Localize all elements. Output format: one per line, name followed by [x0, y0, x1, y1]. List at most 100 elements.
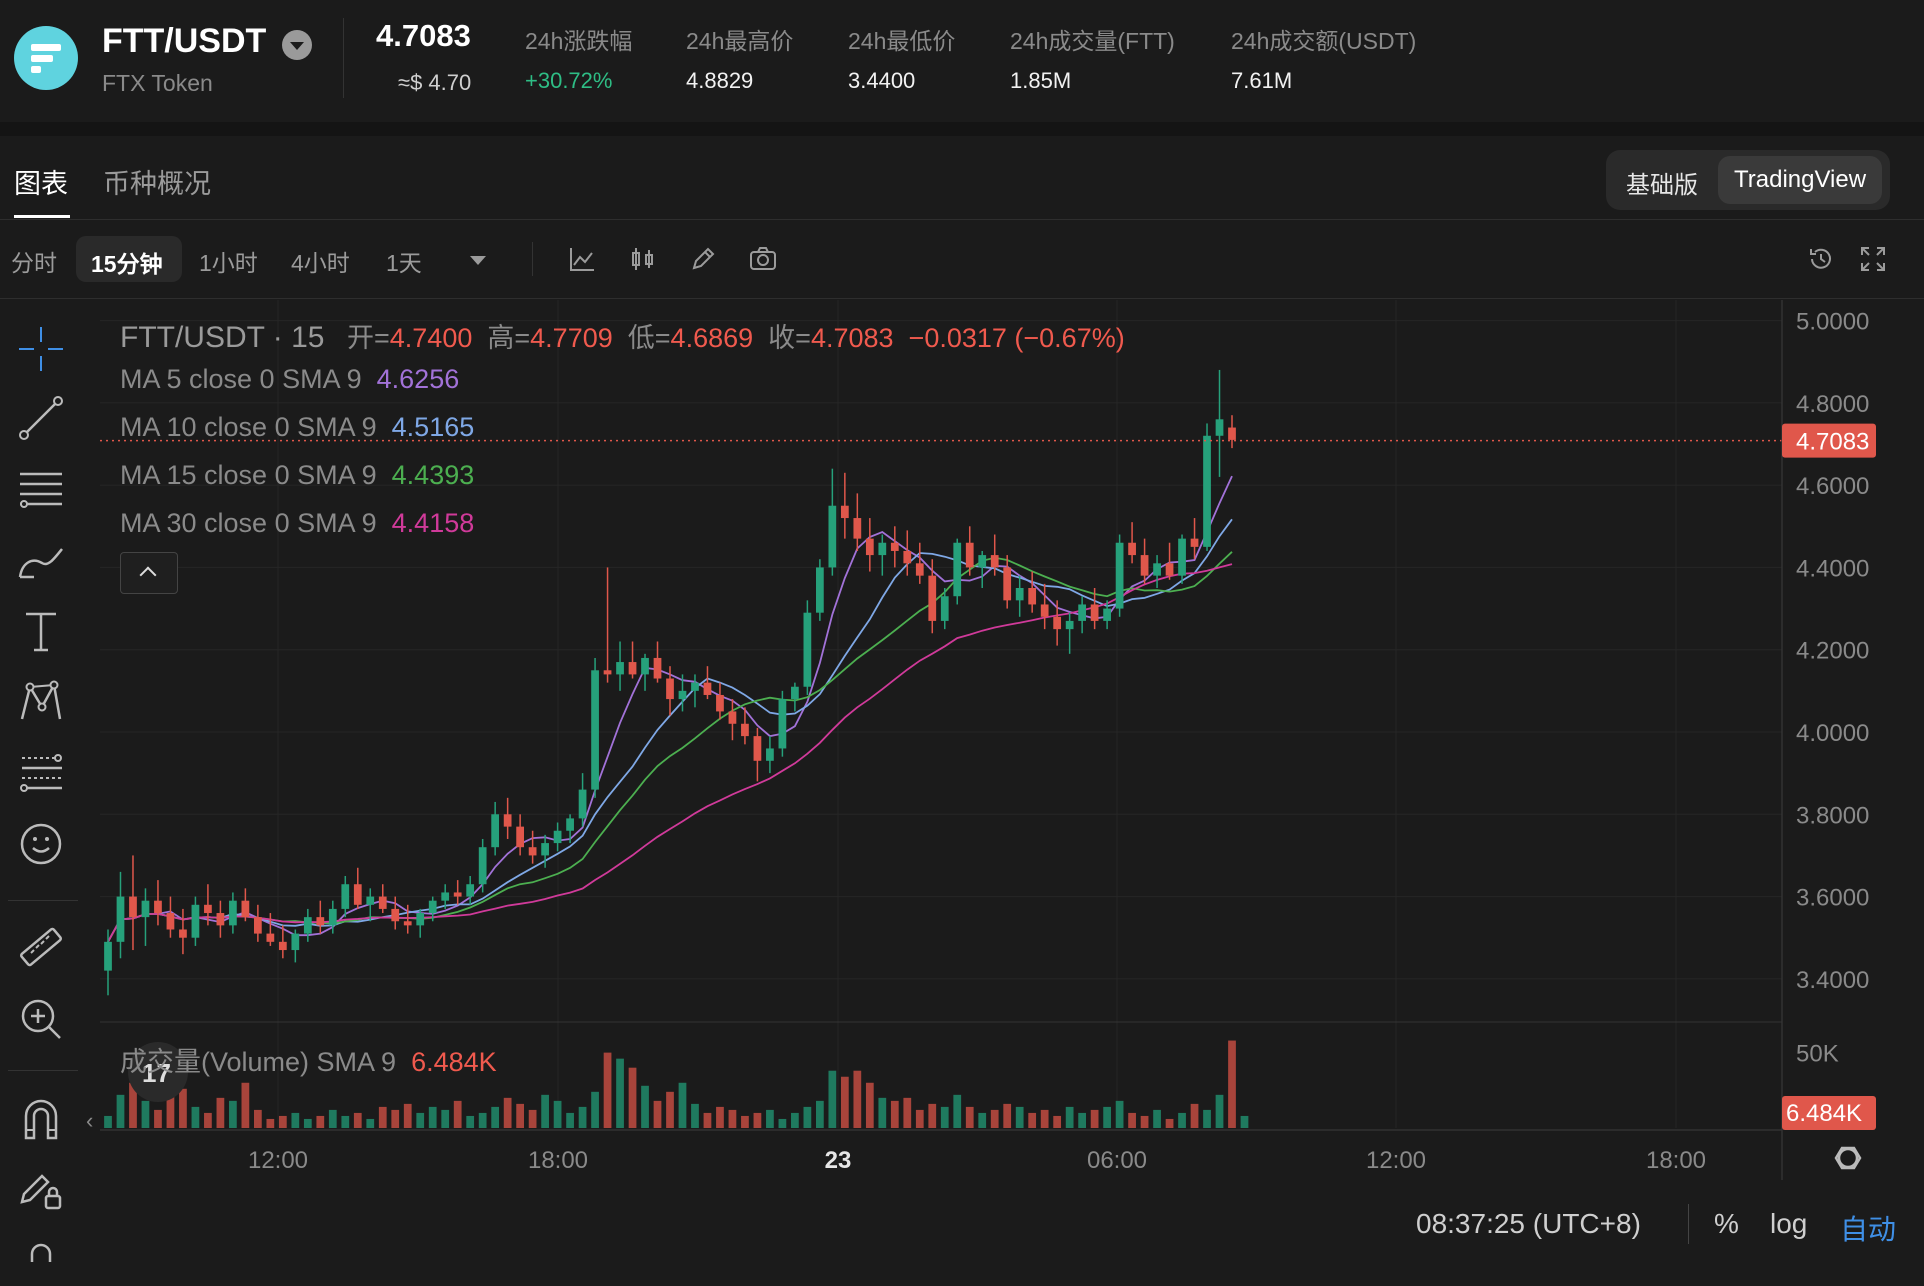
candle-body — [378, 896, 387, 909]
chart-type-icon[interactable] — [628, 244, 658, 274]
ma5-legend[interactable]: MA 5 close 0 SMA 9 4.6256 — [120, 364, 459, 395]
lock-icon[interactable] — [14, 1232, 68, 1286]
fullscreen-icon[interactable] — [1858, 244, 1888, 274]
indicator-icon[interactable] — [567, 244, 597, 274]
candle-body — [953, 542, 962, 597]
candle-body — [1053, 616, 1062, 630]
divider — [343, 18, 344, 98]
tradingview-button[interactable]: TradingView — [1718, 156, 1882, 204]
timeframe-1d[interactable]: 1天 — [386, 250, 422, 276]
volume-bar — [990, 1109, 999, 1128]
volume-bar — [353, 1112, 362, 1128]
candle-body — [778, 699, 787, 749]
pattern-tool-icon[interactable] — [14, 675, 68, 729]
auto-scale-toggle[interactable]: 自动 — [1840, 1214, 1897, 1245]
ma30-label: MA 30 close 0 SMA 9 — [120, 508, 377, 538]
price-tick-label: 4.0000 — [1796, 720, 1869, 747]
ma30-line — [107, 563, 1233, 943]
tradingview-label: TradingView — [1734, 166, 1867, 193]
candle-body — [303, 917, 312, 934]
time-tick-label: 23 — [825, 1147, 852, 1174]
timeframe-4h[interactable]: 4小时 — [291, 250, 350, 276]
volume-bar — [154, 1109, 162, 1128]
candle-body — [441, 892, 450, 901]
candle-body — [1003, 567, 1012, 601]
volume-bar — [728, 1109, 737, 1128]
text-tool-icon[interactable] — [14, 604, 68, 658]
volume-bar — [416, 1112, 425, 1128]
volume-bar — [778, 1118, 787, 1128]
log-scale-toggle[interactable]: log — [1770, 1208, 1808, 1239]
volume-bar — [741, 1115, 749, 1128]
candle-body — [865, 538, 874, 556]
ma30-legend[interactable]: MA 30 close 0 SMA 9 4.4158 — [120, 508, 474, 539]
chart-toolbar: 分时 15分钟 1小时 4小时 1天 — [0, 222, 1924, 299]
volume-bar — [478, 1112, 487, 1128]
market-header: FTT/USDT FTX Token 4.7083 ≈$ 4.70 24h涨跌幅… — [0, 0, 1924, 122]
volume-bar — [903, 1097, 912, 1128]
stat-change-label: 24h涨跌幅 — [525, 28, 633, 54]
emoji-icon[interactable] — [14, 817, 68, 871]
volume-bar — [179, 1088, 187, 1128]
volume-bar — [316, 1115, 325, 1128]
fib-retracement-icon[interactable] — [14, 746, 68, 800]
volume-bar — [116, 1094, 125, 1128]
lock-drawing-icon[interactable] — [14, 1162, 68, 1216]
trend-line-icon[interactable] — [14, 391, 68, 445]
brush-icon[interactable] — [14, 533, 68, 587]
tab-chart[interactable]: 图表 — [14, 169, 68, 199]
stat-high-label: 24h最高价 — [686, 28, 794, 54]
chevron-down-icon[interactable] — [282, 30, 312, 60]
candle-body — [154, 900, 162, 914]
ma15-value: 4.4393 — [391, 460, 475, 490]
volume-bar — [466, 1115, 475, 1128]
candle-body — [691, 682, 699, 691]
candle-body — [116, 896, 125, 942]
candle-body — [703, 682, 712, 695]
pair-symbol[interactable]: FTT/USDT — [102, 22, 267, 60]
timeframe-1h[interactable]: 1小时 — [199, 250, 258, 276]
close-label: 收= — [768, 323, 811, 353]
candle-body — [928, 575, 937, 621]
ma15-legend[interactable]: MA 15 close 0 SMA 9 4.4393 — [120, 460, 474, 491]
parallel-lines-icon[interactable] — [14, 462, 68, 516]
ma5-label: MA 5 close 0 SMA 9 — [120, 364, 362, 394]
candle-body — [341, 884, 350, 909]
crosshair-icon[interactable] — [14, 322, 68, 376]
ma10-legend[interactable]: MA 10 close 0 SMA 9 4.5165 — [120, 412, 474, 443]
price-usd: ≈$ 4.70 — [398, 70, 472, 95]
more-timeframes-chevron-icon[interactable] — [470, 256, 486, 265]
history-icon[interactable] — [1806, 244, 1836, 274]
volume-bar — [1140, 1115, 1149, 1128]
snapshot-icon[interactable] — [748, 244, 778, 274]
price-tick-label: 3.8000 — [1796, 802, 1869, 829]
candle-body — [578, 789, 587, 819]
draw-icon[interactable] — [688, 244, 718, 274]
token-name: FTX Token — [102, 70, 213, 96]
timeframe-15m[interactable]: 15分钟 — [76, 236, 182, 282]
magnet-icon[interactable] — [14, 1092, 68, 1146]
tab-overview[interactable]: 币种概况 — [103, 169, 211, 199]
percent-scale-toggle[interactable]: % — [1714, 1208, 1739, 1239]
candle-body — [241, 900, 250, 918]
volume-bar — [491, 1106, 500, 1128]
candle-body — [553, 830, 562, 844]
divider — [0, 298, 1924, 299]
basic-version-button[interactable]: 基础版 — [1626, 172, 1698, 199]
ma10-value: 4.5165 — [391, 412, 475, 442]
candle-body — [965, 542, 974, 568]
open-value: 4.7400 — [389, 323, 473, 353]
candle-body — [216, 913, 225, 926]
ma15-label: MA 15 close 0 SMA 9 — [120, 460, 377, 490]
price-tick-label: 4.2000 — [1796, 638, 1869, 665]
volume-bar — [366, 1118, 375, 1128]
divider — [1688, 1204, 1689, 1244]
volume-bar — [291, 1112, 300, 1128]
ruler-icon[interactable] — [14, 920, 68, 974]
volume-legend[interactable]: 成交量(Volume) SMA 9 6.484K — [120, 1040, 497, 1079]
zoom-in-icon[interactable] — [14, 992, 68, 1046]
collapse-legend-button[interactable] — [120, 552, 178, 594]
timeframe-line[interactable]: 分时 — [11, 250, 57, 276]
stat-change-value: +30.72% — [525, 68, 613, 93]
volume-bar — [1078, 1112, 1087, 1128]
